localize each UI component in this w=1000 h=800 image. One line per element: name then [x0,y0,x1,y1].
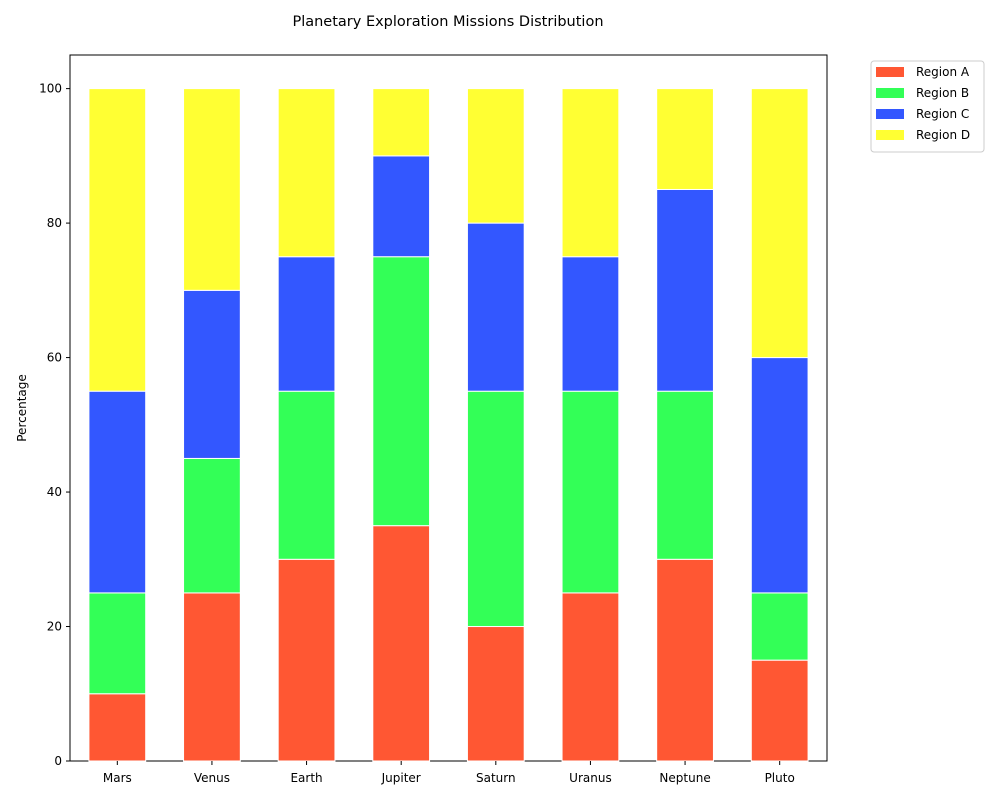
bar-segment-saturn-region-b [466,390,525,628]
y-axis-label: Percentage [15,374,29,442]
bar-segment-mars-region-d [88,88,147,392]
y-tick-label: 60 [47,351,62,365]
bar-segment-neptune-region-a [656,558,714,762]
legend-swatch [876,67,904,77]
bar-segment-mars-region-a [88,693,147,762]
x-tick-label: Pluto [765,771,795,785]
bar-segment-saturn-region-c [466,222,525,392]
legend-label: Region D [916,128,970,142]
bar-segment-venus-region-c [183,289,241,459]
bar-segment-saturn-region-d [466,88,525,224]
bar-segment-neptune-region-d [656,88,714,190]
y-tick-label: 20 [47,620,62,634]
bar-segment-uranus-region-a [561,592,620,762]
x-tick-label: Venus [194,771,230,785]
bar-segment-mars-region-b [88,592,147,695]
x-tick-label: Earth [290,771,322,785]
y-tick-label: 0 [54,754,62,768]
bar-segment-jupiter-region-a [372,525,431,762]
x-tick-label: Jupiter [381,771,421,785]
legend-label: Region B [916,86,969,100]
bar-segment-earth-region-d [277,88,336,258]
legend-swatch [876,130,904,140]
bars-layer [88,88,809,762]
y-tick-label: 100 [39,82,62,96]
x-axis: Mars Venus Earth Jupiter Saturn Uranus Neptune… [103,761,795,785]
legend: Region A Region B Region C Region D [870,60,985,153]
bar-segment-earth-region-c [277,256,336,392]
bar-segment-pluto-region-d [750,88,809,359]
bar-segment-saturn-region-a [466,626,525,762]
y-tick-label: 40 [47,485,62,499]
x-tick-label: Saturn [476,771,516,785]
bar-segment-earth-region-b [277,390,336,560]
bar-segment-pluto-region-b [750,592,809,661]
bar-segment-jupiter-region-b [372,256,431,527]
bar-segment-venus-region-b [183,457,241,594]
bar-segment-jupiter-region-c [372,155,431,258]
x-tick-label: Mars [103,771,132,785]
legend-label: Region C [916,107,969,121]
legend-swatch [876,109,904,119]
bar-segment-uranus-region-b [561,390,620,594]
bar-segment-pluto-region-c [750,357,809,594]
legend-box [870,60,985,153]
y-axis: 0 20 40 60 80 100 [39,82,70,768]
y-tick-label: 80 [47,216,62,230]
bar-segment-venus-region-d [183,88,241,291]
bar-segment-earth-region-a [277,558,336,762]
plot-area-frame [69,54,828,762]
bar-segment-neptune-region-c [656,188,714,392]
chart-title: Planetary Exploration Missions Distribut… [292,14,603,30]
bar-segment-neptune-region-b [656,390,714,560]
legend-label: Region A [916,65,970,79]
bar-segment-jupiter-region-d [372,88,431,157]
bar-segment-venus-region-a [183,592,241,762]
bar-segment-pluto-region-a [750,659,809,762]
legend-swatch [876,88,904,98]
bar-segment-uranus-region-d [561,88,620,258]
bar-segment-mars-region-c [88,390,147,594]
x-tick-label: Neptune [659,771,710,785]
x-tick-label: Uranus [569,771,612,785]
bar-segment-uranus-region-c [561,256,620,392]
